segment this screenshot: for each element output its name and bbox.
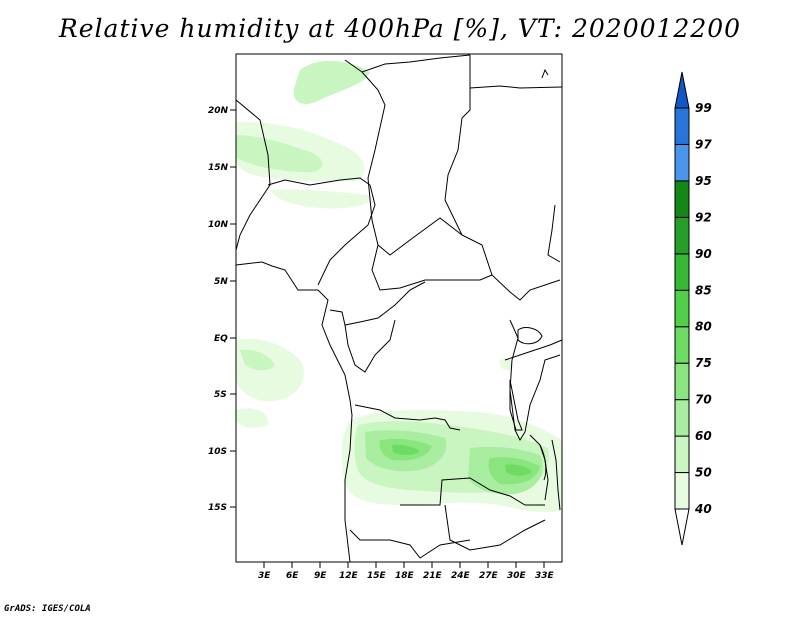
map-title: Relative humidity at 400hPa [%], VT: 202… bbox=[58, 14, 742, 43]
lon-label: 18E bbox=[395, 571, 415, 581]
lat-label: 5N bbox=[214, 277, 228, 287]
lakes bbox=[509, 327, 547, 481]
lon-label: 3E bbox=[258, 571, 271, 581]
legend-swatch bbox=[674, 289, 690, 328]
legend-swatch bbox=[674, 107, 690, 145]
legend-swatch bbox=[674, 472, 690, 510]
legend-swatch bbox=[674, 326, 690, 364]
legend-level-label: 99 bbox=[695, 101, 712, 115]
legend-level-label: 97 bbox=[695, 137, 712, 151]
legend-level-label: 60 bbox=[695, 429, 712, 443]
legend-level-label: 75 bbox=[695, 356, 712, 370]
lat-label: 15N bbox=[208, 163, 229, 173]
lat-label: 5S bbox=[214, 390, 227, 400]
latitude-axis bbox=[230, 109, 236, 508]
lon-label: 33E bbox=[535, 571, 555, 581]
lat-label: 15S bbox=[208, 503, 227, 513]
credit-text: GrADS: IGES/COLA bbox=[4, 604, 91, 614]
lon-label: 21E bbox=[423, 571, 443, 581]
color-legend bbox=[674, 71, 690, 546]
legend-level-label: 70 bbox=[695, 393, 712, 407]
legend-level-label: 90 bbox=[695, 247, 712, 261]
legend-swatch bbox=[674, 435, 690, 474]
legend-level-label: 80 bbox=[695, 320, 712, 334]
legend-swatch bbox=[674, 180, 690, 218]
legend-swatch bbox=[674, 362, 690, 401]
color-legend-labels: 40 50 60 70 75 80 85 90 92 95 97 99 bbox=[694, 101, 712, 516]
legend-level-label: 85 bbox=[695, 283, 712, 297]
lat-label: EQ bbox=[214, 334, 228, 344]
country-borders bbox=[235, 54, 563, 563]
map-frame bbox=[235, 53, 563, 563]
legend-level-label: 92 bbox=[695, 210, 712, 224]
legend-swatch bbox=[674, 399, 690, 437]
lat-label: 10S bbox=[208, 447, 227, 457]
lon-label: 9E bbox=[314, 571, 327, 581]
lon-label: 12E bbox=[339, 571, 359, 581]
lon-label: 6E bbox=[286, 571, 299, 581]
longitude-axis bbox=[263, 562, 545, 568]
lon-label: 27E bbox=[479, 571, 499, 581]
lon-label: 30E bbox=[507, 571, 527, 581]
legend-level-label: 40 bbox=[694, 502, 712, 516]
humidity-shading bbox=[236, 60, 562, 513]
legend-swatch bbox=[674, 71, 690, 109]
legend-swatch bbox=[674, 216, 690, 255]
legend-swatch bbox=[674, 253, 690, 291]
legend-level-label: 95 bbox=[695, 174, 712, 188]
legend-level-label: 50 bbox=[695, 466, 712, 480]
lat-label: 20N bbox=[208, 106, 229, 116]
legend-swatch bbox=[674, 143, 690, 182]
lon-label: 15E bbox=[367, 571, 387, 581]
lat-label: 10N bbox=[208, 220, 229, 230]
lon-label: 24E bbox=[451, 571, 471, 581]
legend-swatch bbox=[674, 508, 690, 546]
